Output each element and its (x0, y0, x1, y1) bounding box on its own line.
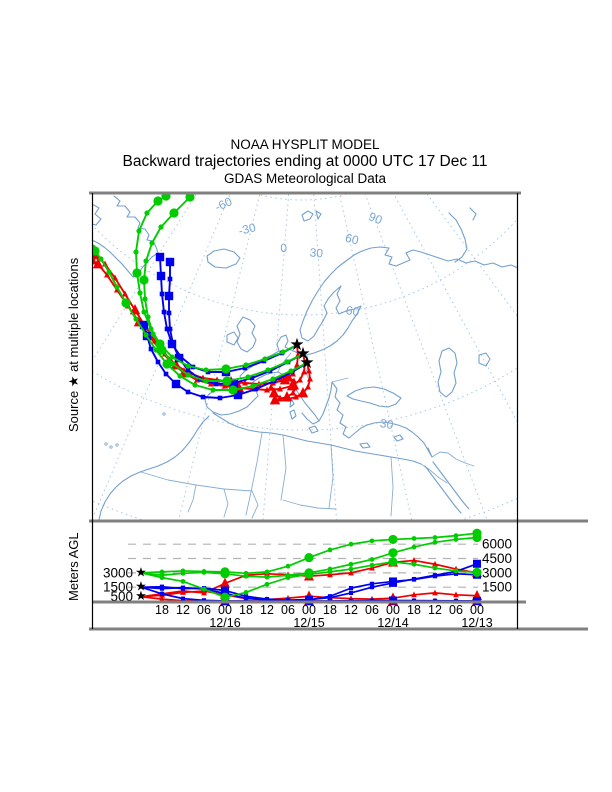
trajectory-red-500m-3 (268, 362, 313, 405)
map-grid-label: 30 (309, 245, 324, 260)
time-tick-label: 00 (218, 603, 232, 617)
start-height-label: 500 (110, 589, 133, 604)
map-graticule-labels: -60-30 0 30 60 90 60 30 (213, 194, 395, 432)
map-grid-label: 60 (344, 231, 361, 248)
time-tick-label: 18 (323, 603, 337, 617)
time-tick-label: 12 (344, 603, 358, 617)
date-label: 12/13 (461, 616, 492, 630)
start-height-label: 1500 (103, 580, 133, 595)
start-height-label: 3000 (103, 565, 133, 580)
time-tick-label: 18 (239, 603, 253, 617)
date-label: 12/15 (293, 616, 324, 630)
time-tick-label: 12 (260, 603, 274, 617)
map-grid-label: -30 (237, 220, 258, 238)
time-tick-label: 06 (449, 603, 463, 617)
source-star: ★ (299, 353, 314, 373)
map-graticule (92, 193, 518, 521)
start-height-star: ★ (135, 580, 147, 595)
map-grid-label: 60 (345, 303, 361, 319)
time-tick-label: 06 (365, 603, 379, 617)
map-grid-label: 0 (280, 241, 288, 255)
profile-gridlines (128, 543, 478, 588)
map-source-stars: ★★★ (289, 335, 314, 373)
time-tick-label: 06 (197, 603, 211, 617)
date-label: 12/16 (209, 616, 240, 630)
start-height-star: ★ (135, 565, 147, 580)
model-title: NOAA HYSPLIT MODEL (230, 137, 380, 152)
time-tick-label: 18 (155, 603, 169, 617)
start-height-star: ★ (135, 589, 147, 604)
profile-series (140, 528, 482, 606)
time-tick-label: 00 (386, 603, 400, 617)
trajectory-blue-1500m-2 (164, 257, 304, 388)
profile-series-blue-1500m-1 (140, 559, 481, 604)
time-tick-label: 00 (470, 603, 484, 617)
time-tick-label: 12 (176, 603, 190, 617)
met-data-subtitle: GDAS Meteorological Data (223, 171, 387, 187)
map-coastlines (92, 195, 518, 521)
time-tick-label: 12 (428, 603, 442, 617)
trajectory-red-500m-2 (92, 255, 308, 393)
time-tick-label: 00 (302, 603, 316, 617)
trajectory-green-3000m-2 (139, 193, 304, 386)
profile-series-green-3000m-1 (140, 528, 482, 577)
trajectory-green-3000m-3 (92, 244, 308, 395)
trajectory-title: Backward trajectories ending at 0000 UTC… (122, 152, 488, 170)
map-trajectories (92, 193, 313, 405)
country-borders (104, 352, 475, 519)
height-axis-right-label: 4500 (482, 551, 512, 566)
height-axis-right-label: 6000 (482, 537, 512, 552)
map-grid-label: -60 (213, 194, 235, 214)
time-tick-label: 06 (281, 603, 295, 617)
source-star: ★ (289, 335, 304, 355)
trajectory-green-3000m-1 (132, 193, 298, 374)
figure-title-block: NOAA HYSPLIT MODEL Backward trajectories… (92, 137, 518, 187)
map-grid-label: 90 (367, 209, 385, 227)
date-label: 12/14 (377, 616, 408, 630)
height-axis-right-label: 3000 (482, 565, 512, 580)
time-tick-label: 18 (407, 603, 421, 617)
figure-frame (89, 191, 588, 631)
height-axis-right-label: 1500 (482, 580, 512, 595)
map-grid-label: 30 (379, 416, 395, 432)
profile-series-green-3000m-2 (140, 532, 482, 580)
source-star: ★ (295, 344, 310, 364)
